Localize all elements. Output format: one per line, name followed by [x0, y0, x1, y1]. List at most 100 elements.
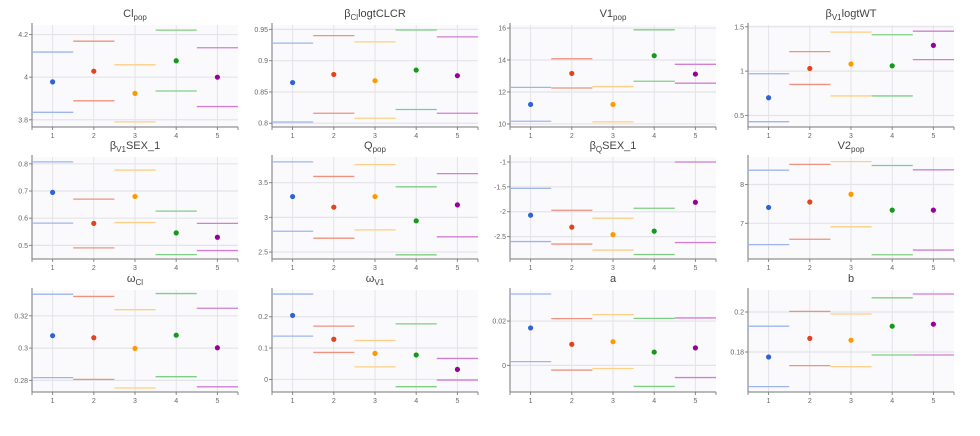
x-tick-label: 3	[611, 398, 615, 405]
y-tick-label: 0	[264, 377, 268, 384]
x-tick-label: 5	[455, 133, 459, 140]
y-tick-label: -2	[500, 209, 506, 216]
title-main: β	[344, 8, 350, 20]
data-point	[454, 73, 460, 79]
data-point	[91, 68, 97, 74]
x-tick-label: 2	[808, 398, 812, 405]
x-tick-label: 5	[931, 398, 935, 405]
y-tick-label: 10	[498, 121, 506, 128]
x-tick-label: 1	[767, 133, 771, 140]
x-tick-label: 3	[373, 265, 377, 272]
title-subscript: Q	[596, 145, 602, 154]
data-point	[214, 74, 220, 80]
y-tick-label: 0.28	[14, 378, 28, 385]
data-point	[569, 70, 575, 77]
x-tick-label: 5	[931, 265, 935, 272]
x-tick-label: 3	[849, 265, 853, 272]
x-tick-label: 5	[455, 265, 459, 272]
x-tick-label: 3	[373, 398, 377, 405]
data-point	[889, 207, 895, 213]
y-tick-label: 3.5	[258, 180, 268, 187]
y-tick-label: 0.95	[254, 27, 268, 34]
x-tick-label: 4	[174, 133, 178, 140]
data-point	[50, 79, 56, 85]
data-point	[331, 71, 337, 78]
data-point	[889, 323, 895, 329]
title-main: β	[826, 8, 832, 20]
data-point	[766, 354, 772, 360]
chart-panel: 2.5 3 3.5 1 2 3 4 5 Qpop	[258, 140, 479, 272]
chart-panel: 0.28 0.3 0.32 1 2 3 4 5 ωCl	[14, 273, 239, 405]
y-tick-label: 7	[740, 221, 744, 228]
chart-panel: 0.5 0.6 0.7 0.8 1 2 3 4 5 βV1SEX_1	[18, 140, 239, 272]
data-point	[528, 101, 534, 108]
chart-title: βCllogtCLCR	[344, 8, 406, 22]
data-point	[413, 67, 419, 73]
chart-title: ωV1	[366, 273, 385, 287]
data-point	[651, 349, 657, 355]
title-main: V2	[838, 140, 851, 152]
data-point	[692, 199, 699, 205]
y-tick-label: 0.02	[492, 319, 506, 326]
data-point	[132, 193, 138, 200]
data-point	[807, 65, 813, 72]
y-tick-label: 4	[24, 75, 28, 82]
title-main: b	[848, 273, 854, 285]
data-point	[807, 199, 813, 205]
x-tick-label: 2	[332, 265, 336, 272]
title-subscript: Cl	[351, 13, 359, 22]
data-point	[848, 191, 854, 197]
x-tick-label: 2	[570, 265, 574, 272]
y-tick-label: 0.85	[254, 89, 268, 96]
title-subscript: V1	[374, 278, 384, 287]
x-tick-label: 2	[92, 398, 96, 405]
y-tick-label: 1	[740, 69, 744, 76]
title-main: Q	[364, 140, 373, 152]
title-subscript: pop	[134, 13, 148, 22]
x-tick-label: 5	[215, 265, 219, 272]
x-tick-label: 4	[174, 398, 178, 405]
data-point	[331, 336, 337, 342]
chart-panel: 0 0.1 0.2 1 2 3 4 5 ωV1	[258, 273, 479, 405]
x-tick-label: 5	[693, 265, 697, 272]
data-point	[692, 71, 699, 77]
title-suffix: logtCLCR	[358, 8, 406, 20]
data-point	[528, 212, 534, 218]
data-point	[766, 95, 772, 101]
x-tick-label: 3	[133, 265, 137, 272]
title-subscript: pop	[373, 145, 387, 154]
data-point	[413, 218, 419, 224]
y-tick-label: 0.8	[18, 161, 28, 168]
title-main: ω	[127, 273, 136, 285]
chart-title: Clpop	[123, 8, 147, 22]
x-tick-label: 3	[849, 133, 853, 140]
x-tick-label: 1	[529, 398, 533, 405]
y-tick-label: 0.9	[258, 58, 268, 65]
chart-panel: 7 8 1 2 3 4 5 V2pop	[740, 140, 955, 272]
y-tick-label: 0.3	[18, 346, 28, 353]
title-subscript: pop	[613, 13, 627, 22]
title-main: a	[610, 273, 617, 285]
x-tick-label: 4	[414, 133, 418, 140]
x-tick-label: 5	[693, 133, 697, 140]
data-point	[848, 337, 854, 343]
data-point	[807, 335, 813, 341]
chart-title: βV1logtWT	[826, 8, 877, 22]
data-point	[651, 228, 657, 234]
x-tick-label: 1	[291, 398, 295, 405]
x-tick-label: 1	[767, 265, 771, 272]
x-tick-label: 5	[693, 398, 697, 405]
y-tick-label: 0.5	[734, 113, 744, 120]
x-tick-label: 5	[215, 133, 219, 140]
y-tick-label: -1	[500, 159, 506, 166]
title-main: β	[590, 140, 596, 152]
title-subscript: V1	[116, 145, 126, 154]
x-tick-label: 5	[215, 398, 219, 405]
data-point	[930, 207, 937, 213]
chart-panel: 0.18 0.2 1 2 3 4 5 b	[730, 273, 955, 405]
y-tick-label: 4.2	[18, 32, 28, 39]
x-tick-label: 3	[133, 398, 137, 405]
chart-title: ωCl	[127, 273, 143, 287]
title-main: ω	[366, 273, 375, 285]
